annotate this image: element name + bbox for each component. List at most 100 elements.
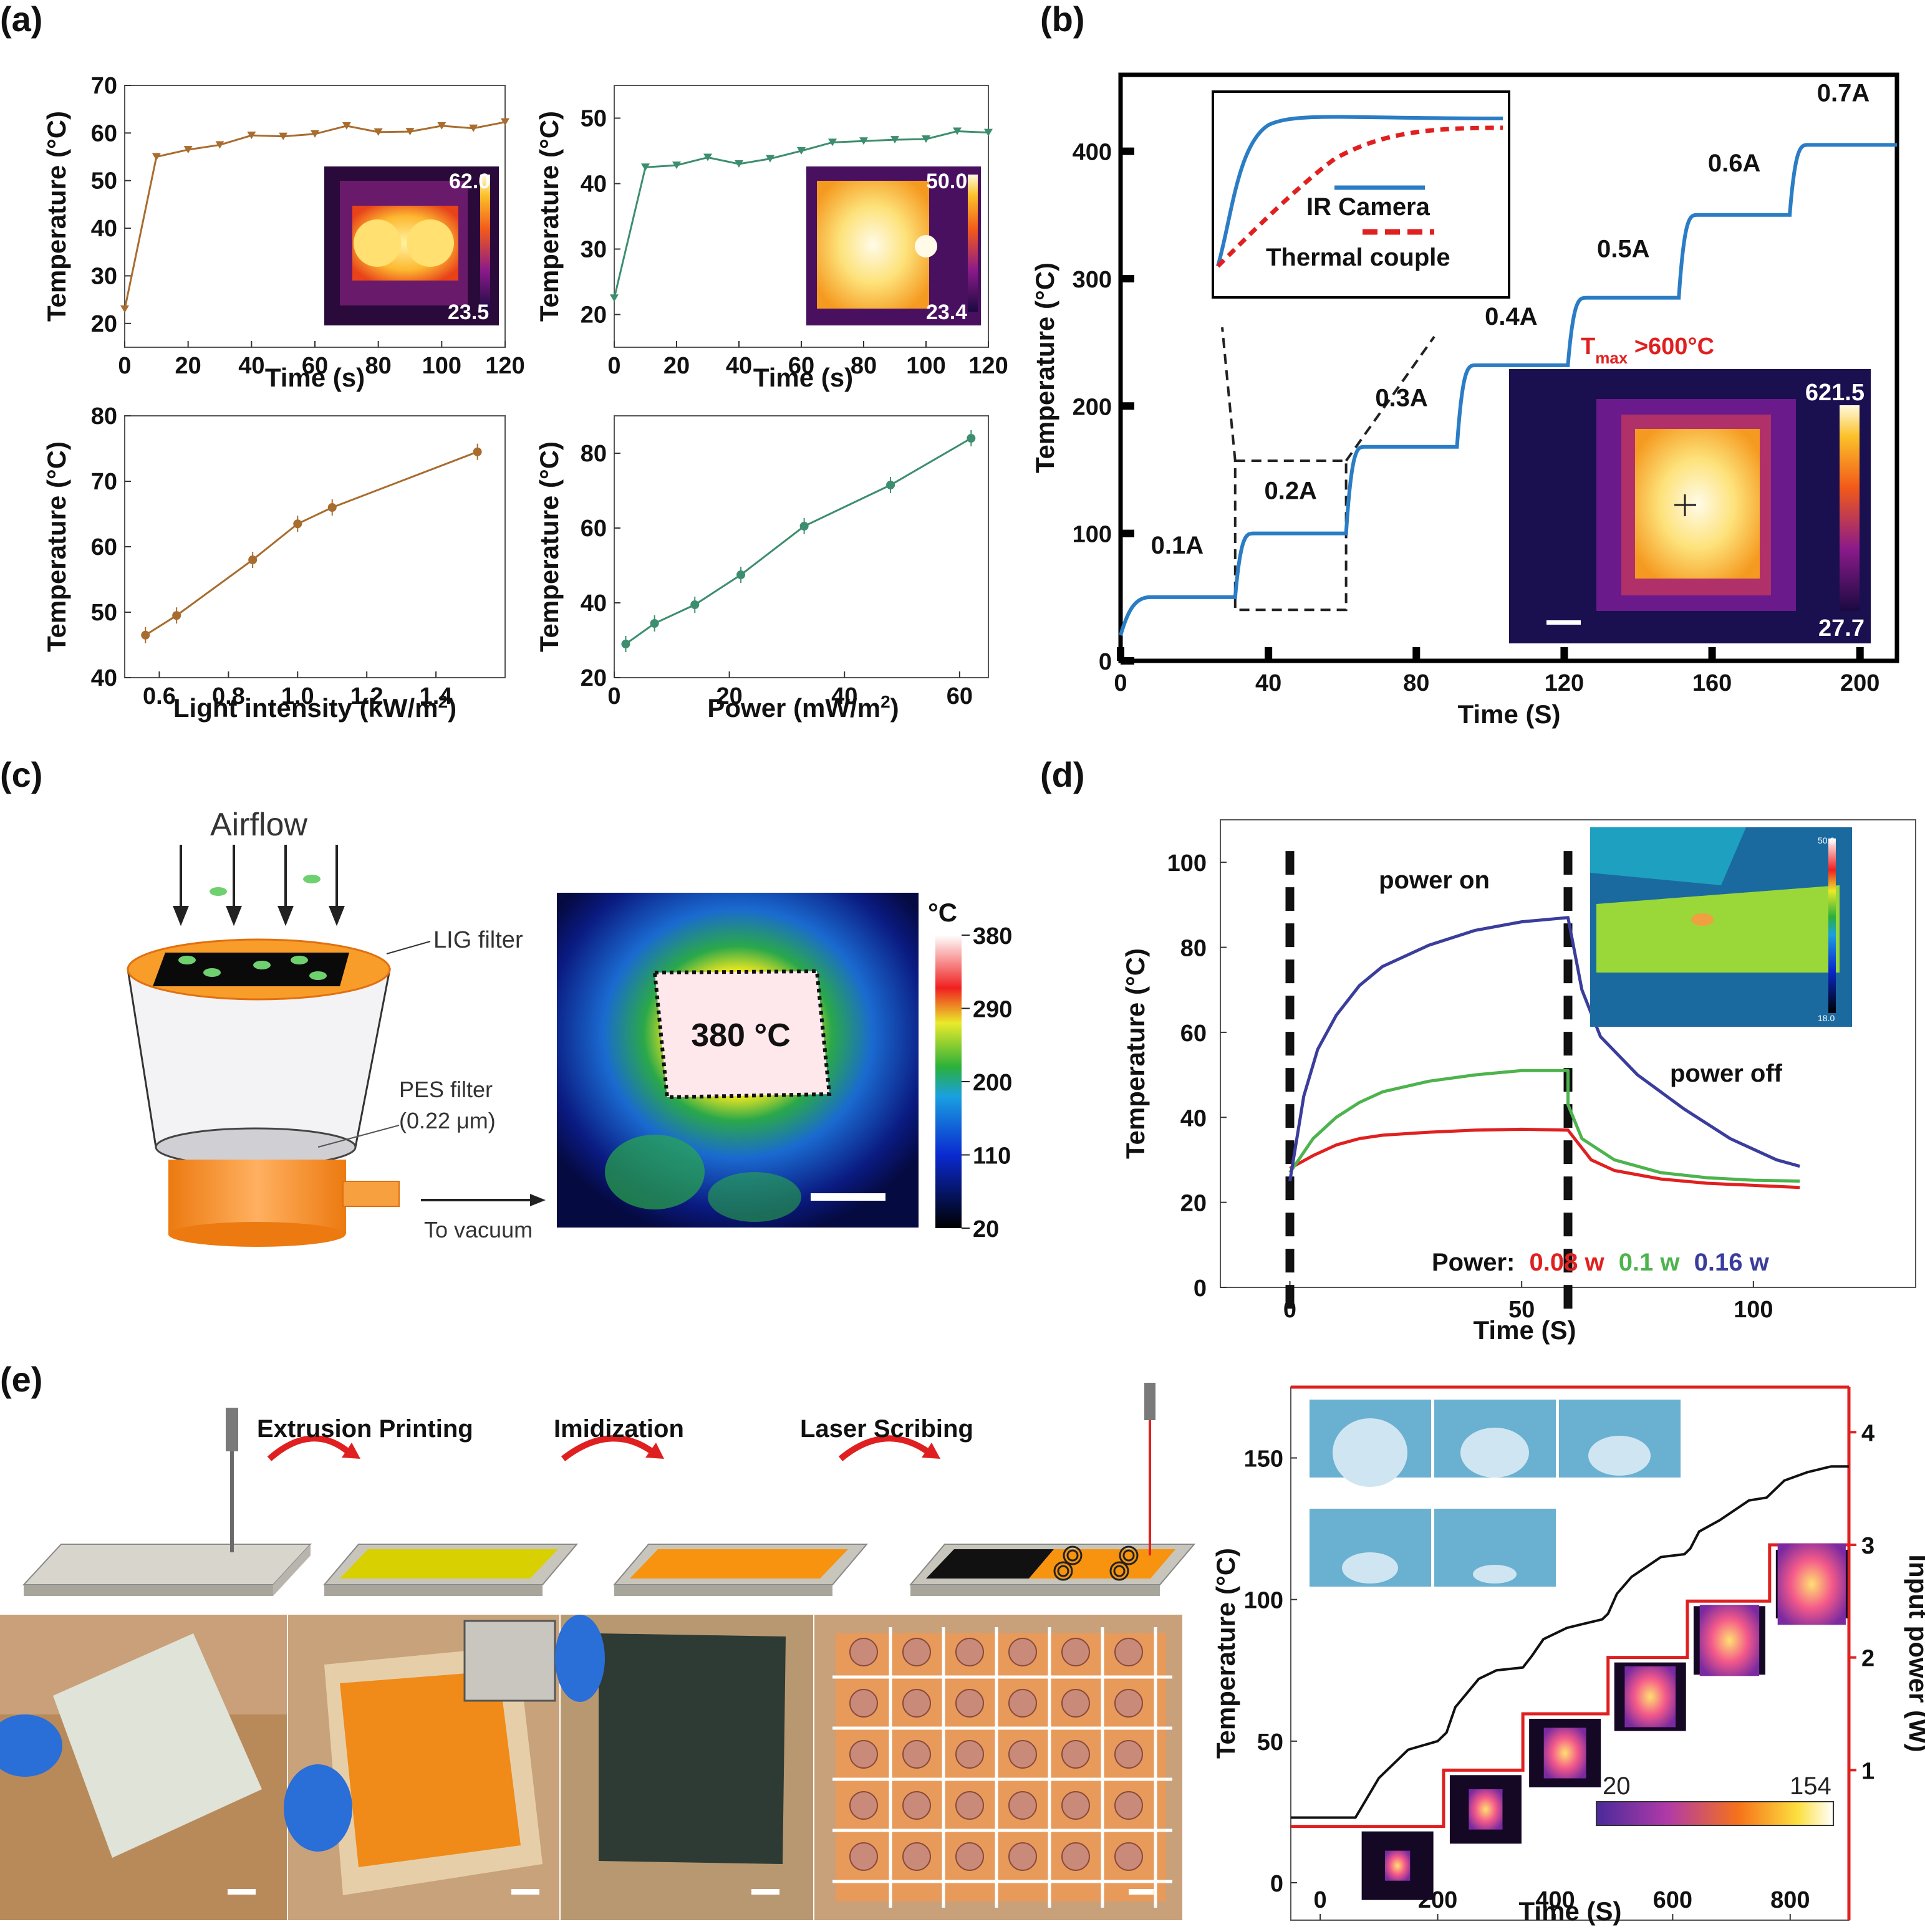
- x-tick-label: 20: [716, 683, 742, 709]
- ylabel-a3: Temperature (°C): [42, 441, 71, 652]
- data-point: [183, 146, 193, 154]
- step-label: 0.3A: [1375, 385, 1428, 412]
- thermal-inset-hotspot: [1385, 1850, 1411, 1881]
- y-right-tick-label: 4: [1861, 1420, 1874, 1446]
- step-label: 0.6A: [1708, 150, 1761, 177]
- x-tick-label: 0: [1114, 670, 1127, 696]
- x-tick-label: 80: [365, 353, 392, 379]
- power-step-line: [1291, 1543, 1849, 1829]
- y-tick-label: 200: [1073, 394, 1112, 420]
- inset-comparison: IR Camera Thermal couple: [1212, 90, 1510, 299]
- colorbar-unit: °C: [928, 898, 957, 927]
- y-tick-label: 20: [581, 665, 607, 691]
- data-point: [672, 161, 681, 170]
- y-tick-label: 40: [581, 590, 607, 617]
- y-tick-label: 40: [91, 216, 117, 242]
- inset-min-label: 23.5: [448, 300, 489, 324]
- y-tick-label: 60: [1180, 1021, 1207, 1047]
- y-tick-label: 0: [1099, 649, 1112, 675]
- y-tick-label: 80: [91, 403, 117, 430]
- step-label: 0.2A: [1264, 478, 1317, 505]
- y-tick-label: 300: [1073, 267, 1112, 293]
- series-line: [145, 451, 478, 637]
- inset-max-label: 50.0: [926, 170, 967, 193]
- photo-3: [555, 1615, 813, 1920]
- data-point: [152, 153, 161, 161]
- data-point: [279, 132, 288, 140]
- thermal-inset-hotspot: [1777, 1543, 1846, 1625]
- thermal-inset-a2: 50.0 23.4: [806, 166, 981, 325]
- thermal-image-b: 621.5 27.7: [1509, 369, 1871, 643]
- heater-pad: [1008, 1689, 1037, 1718]
- x-tick-label: 60: [947, 683, 973, 709]
- x-tick-label: 120: [1545, 670, 1584, 696]
- ylabel-a1: Temperature (°C): [42, 111, 71, 322]
- colorbar-tick-label: 290: [973, 997, 1012, 1023]
- data-point: [437, 122, 446, 130]
- data-point: [984, 128, 993, 137]
- xlabel-a1: Time (s): [265, 363, 365, 392]
- y-right-tick-label: 2: [1861, 1646, 1874, 1672]
- colorbar-max: 154: [1790, 1772, 1831, 1800]
- x-tick-label: 400: [1535, 1887, 1575, 1913]
- heater-pad: [849, 1842, 878, 1871]
- y-right-tick-label: 1: [1861, 1758, 1874, 1784]
- data-point: [890, 136, 899, 144]
- photo-2: [284, 1615, 559, 1920]
- x-tick-label: 100: [422, 353, 461, 379]
- thermal-image-c: 380 °C °C 380 290 200 110 20: [557, 893, 1012, 1242]
- x-tick-label: 50: [1508, 1297, 1535, 1323]
- y-tick-label: 80: [1180, 936, 1207, 962]
- data-point: [501, 118, 509, 126]
- particles: [178, 875, 327, 980]
- y-tick-label: 40: [581, 171, 607, 198]
- x-tick-label: 100: [1734, 1297, 1773, 1323]
- heater-pad: [902, 1791, 931, 1820]
- x-tick-label: 40: [1255, 670, 1281, 696]
- y-tick-label: 0: [1270, 1871, 1283, 1897]
- power-on-label: power on: [1379, 867, 1490, 894]
- x-tick-label: 160: [1692, 670, 1732, 696]
- y-right-tick-label: 3: [1861, 1533, 1874, 1559]
- power-off-label: power off: [1670, 1060, 1783, 1087]
- xlabel-a4: Power (mW/m2): [707, 692, 899, 723]
- data-point: [766, 155, 774, 163]
- x-tick-label: 20: [663, 353, 690, 379]
- heater-pad: [1061, 1740, 1090, 1769]
- x-tick-label: 40: [238, 353, 264, 379]
- zoom-box: [1233, 459, 1348, 612]
- y-tick-label: 50: [91, 600, 117, 626]
- x-tick-label: 0: [607, 683, 620, 709]
- ylabel-right-e: Input power (W): [1904, 1554, 1925, 1752]
- inset-max-label: 50.0: [1818, 835, 1835, 845]
- data-point: [641, 163, 650, 171]
- x-tick-label: 0.8: [212, 683, 245, 709]
- step-label: 0.5A: [1597, 236, 1650, 263]
- y-tick-label: 100: [1167, 850, 1207, 877]
- heater-pad: [902, 1689, 931, 1718]
- filter-diagram: Airflow LIG filter PES filter (0.22 μm) …: [127, 807, 546, 1247]
- thermal-inset-hotspot: [1543, 1728, 1586, 1779]
- data-point: [311, 130, 319, 138]
- heater-pad: [1008, 1842, 1037, 1871]
- data-point: [953, 127, 962, 135]
- y-tick-label: 20: [91, 311, 117, 337]
- data-point: [247, 132, 256, 140]
- heater-pad: [1008, 1791, 1037, 1820]
- thermal-inset-hotspot: [1469, 1789, 1503, 1830]
- colorbar-tick-label: 20: [973, 1216, 999, 1242]
- panel-label-a: (a): [0, 0, 42, 39]
- thermal-min-label: 27.7: [1818, 615, 1865, 642]
- thermal-inset-hotspot: [1624, 1666, 1676, 1728]
- panel-label-e: (e): [0, 1360, 42, 1399]
- data-point: [859, 137, 868, 145]
- x-tick-label: 100: [906, 353, 945, 379]
- zoom-connector: [1345, 335, 1435, 462]
- step-label: 0.7A: [1817, 79, 1870, 107]
- y-tick-label: 50: [581, 106, 607, 132]
- x-tick-label: 60: [788, 353, 814, 379]
- y-tick-label: 0: [1194, 1276, 1207, 1302]
- y-tick-label: 80: [581, 441, 607, 467]
